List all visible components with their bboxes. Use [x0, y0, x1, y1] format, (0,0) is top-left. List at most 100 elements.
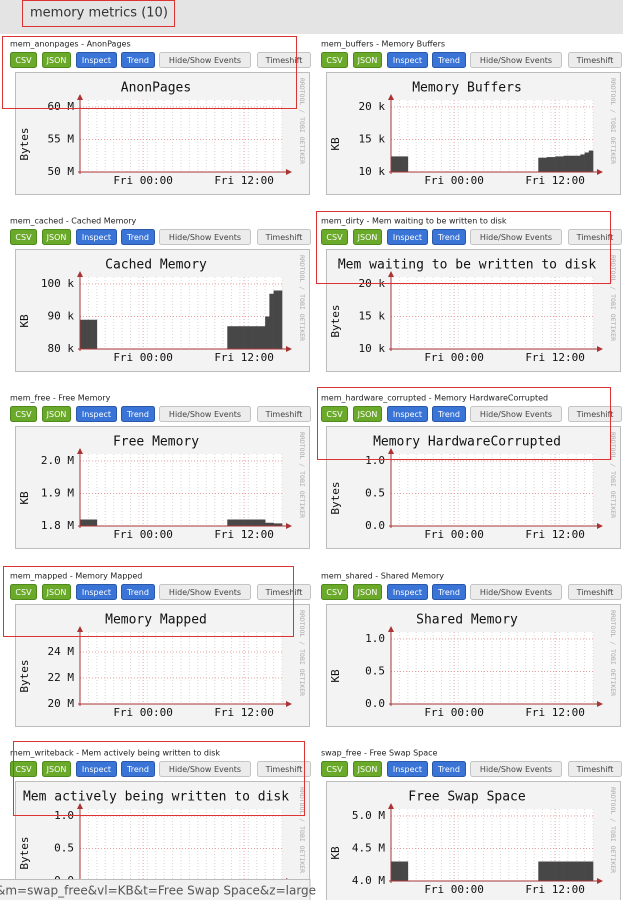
button-label: JSON: [46, 410, 67, 419]
button[interactable]: [353, 229, 382, 245]
button[interactable]: [257, 229, 311, 245]
area-bin: [277, 523, 283, 526]
button[interactable]: [353, 52, 382, 68]
button[interactable]: [121, 761, 155, 777]
y-tick-label: 1.0: [365, 454, 385, 467]
button[interactable]: [470, 229, 562, 245]
button[interactable]: [321, 52, 348, 68]
button[interactable]: [10, 406, 37, 422]
area-bin: [563, 861, 569, 881]
button[interactable]: [76, 406, 117, 422]
y-axis-arrow: [388, 94, 394, 100]
button-label: Trend: [437, 765, 460, 774]
button[interactable]: [257, 761, 311, 777]
x-tick-label: Fri 12:00: [525, 351, 585, 364]
button[interactable]: [42, 761, 71, 777]
area-bin: [576, 861, 581, 881]
button[interactable]: [387, 52, 428, 68]
button[interactable]: [159, 761, 251, 777]
button[interactable]: [257, 584, 311, 600]
header-tab[interactable]: [22, 0, 175, 27]
y-tick-label: 1.9 M: [41, 487, 74, 500]
y-axis-arrow: [388, 626, 394, 632]
button[interactable]: [470, 584, 562, 600]
button[interactable]: [76, 761, 117, 777]
button[interactable]: [387, 761, 428, 777]
button[interactable]: [76, 52, 117, 68]
button[interactable]: [10, 761, 37, 777]
button[interactable]: [159, 406, 251, 422]
y-axis-label: Bytes: [18, 127, 31, 160]
button[interactable]: [42, 229, 71, 245]
button[interactable]: [10, 229, 37, 245]
button[interactable]: [121, 52, 155, 68]
button-label: CSV: [326, 56, 343, 65]
button[interactable]: [159, 52, 251, 68]
button[interactable]: [121, 406, 155, 422]
button[interactable]: [432, 52, 466, 68]
x-axis-arrow: [597, 878, 603, 884]
watermark: RRDTOOL / TOBI OETIKER: [298, 610, 306, 696]
button[interactable]: [10, 52, 37, 68]
metric-panel: mem_hardware_corrupted - Memory Hardware…: [321, 394, 622, 549]
button[interactable]: [76, 584, 117, 600]
button[interactable]: [568, 406, 622, 422]
button-label: Inspect: [82, 410, 111, 419]
area-bin: [273, 290, 279, 349]
button[interactable]: [470, 406, 562, 422]
button[interactable]: [76, 229, 117, 245]
button[interactable]: [42, 584, 71, 600]
button-label: Timeshift: [265, 233, 303, 242]
area-bin: [260, 326, 266, 349]
button[interactable]: [121, 584, 155, 600]
button[interactable]: [121, 229, 155, 245]
button[interactable]: [387, 406, 428, 422]
button-label: Hide/Show Events: [480, 588, 552, 597]
panels: mem_anonpages - AnonPages CSV JSON Inspect T…: [10, 40, 622, 900]
button[interactable]: [353, 406, 382, 422]
area-bin: [265, 316, 270, 349]
button-label: Timeshift: [576, 56, 614, 65]
button[interactable]: [321, 229, 348, 245]
button[interactable]: [568, 761, 622, 777]
metric-panel: mem_free - Free Memory CSV JSON Inspect Tren…: [10, 394, 311, 549]
button[interactable]: [321, 584, 348, 600]
button[interactable]: [10, 584, 37, 600]
button[interactable]: [387, 229, 428, 245]
button[interactable]: [353, 761, 382, 777]
metric-panel: mem_writeback - Mem actively being writt…: [10, 749, 311, 900]
button-label: Timeshift: [265, 765, 303, 774]
x-tick-label: Fri 00:00: [424, 351, 484, 364]
button[interactable]: [432, 584, 466, 600]
button[interactable]: [42, 52, 71, 68]
button[interactable]: [432, 406, 466, 422]
button[interactable]: [159, 229, 251, 245]
button[interactable]: [387, 584, 428, 600]
button[interactable]: [257, 52, 311, 68]
panel-label: mem_dirty - Mem waiting to be written to…: [321, 217, 507, 226]
button[interactable]: [353, 584, 382, 600]
button[interactable]: [470, 52, 562, 68]
x-axis-arrow: [286, 346, 292, 352]
button[interactable]: [568, 229, 622, 245]
chart-title: Cached Memory: [105, 258, 207, 273]
button[interactable]: [470, 761, 562, 777]
button[interactable]: [257, 406, 311, 422]
button-label: JSON: [357, 233, 378, 242]
button[interactable]: [321, 406, 348, 422]
button[interactable]: [321, 761, 348, 777]
button[interactable]: [159, 584, 251, 600]
button[interactable]: [432, 761, 466, 777]
area-bin: [265, 522, 270, 526]
button[interactable]: [568, 584, 622, 600]
status-url: &m=swap_free&vl=KB&t=Free Swap Space&z=l…: [0, 884, 316, 898]
y-tick-label: 20 k: [359, 100, 386, 113]
area-bin: [277, 290, 283, 349]
button[interactable]: [42, 406, 71, 422]
y-tick-label: 0.0: [365, 519, 385, 532]
button-label: JSON: [46, 233, 67, 242]
button[interactable]: [432, 229, 466, 245]
button[interactable]: [568, 52, 622, 68]
